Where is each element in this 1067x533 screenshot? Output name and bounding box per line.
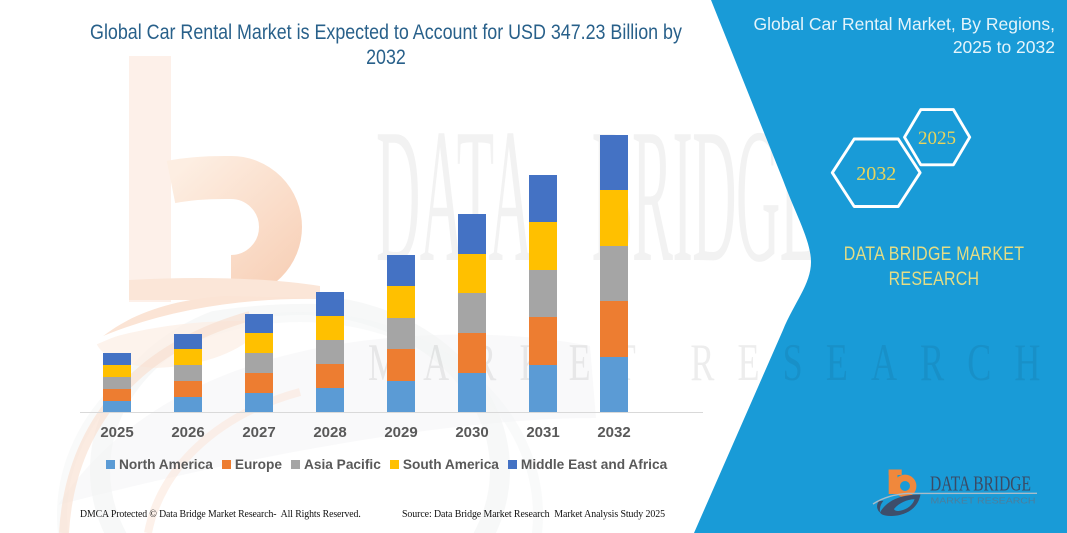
svg-text:MARKET RESEARCH: MARKET RESEARCH bbox=[931, 496, 1036, 505]
svg-text:DATA BRIDGE: DATA BRIDGE bbox=[930, 472, 1031, 496]
svg-text:2025: 2025 bbox=[918, 128, 956, 149]
svg-text:2032: 2032 bbox=[856, 163, 896, 185]
